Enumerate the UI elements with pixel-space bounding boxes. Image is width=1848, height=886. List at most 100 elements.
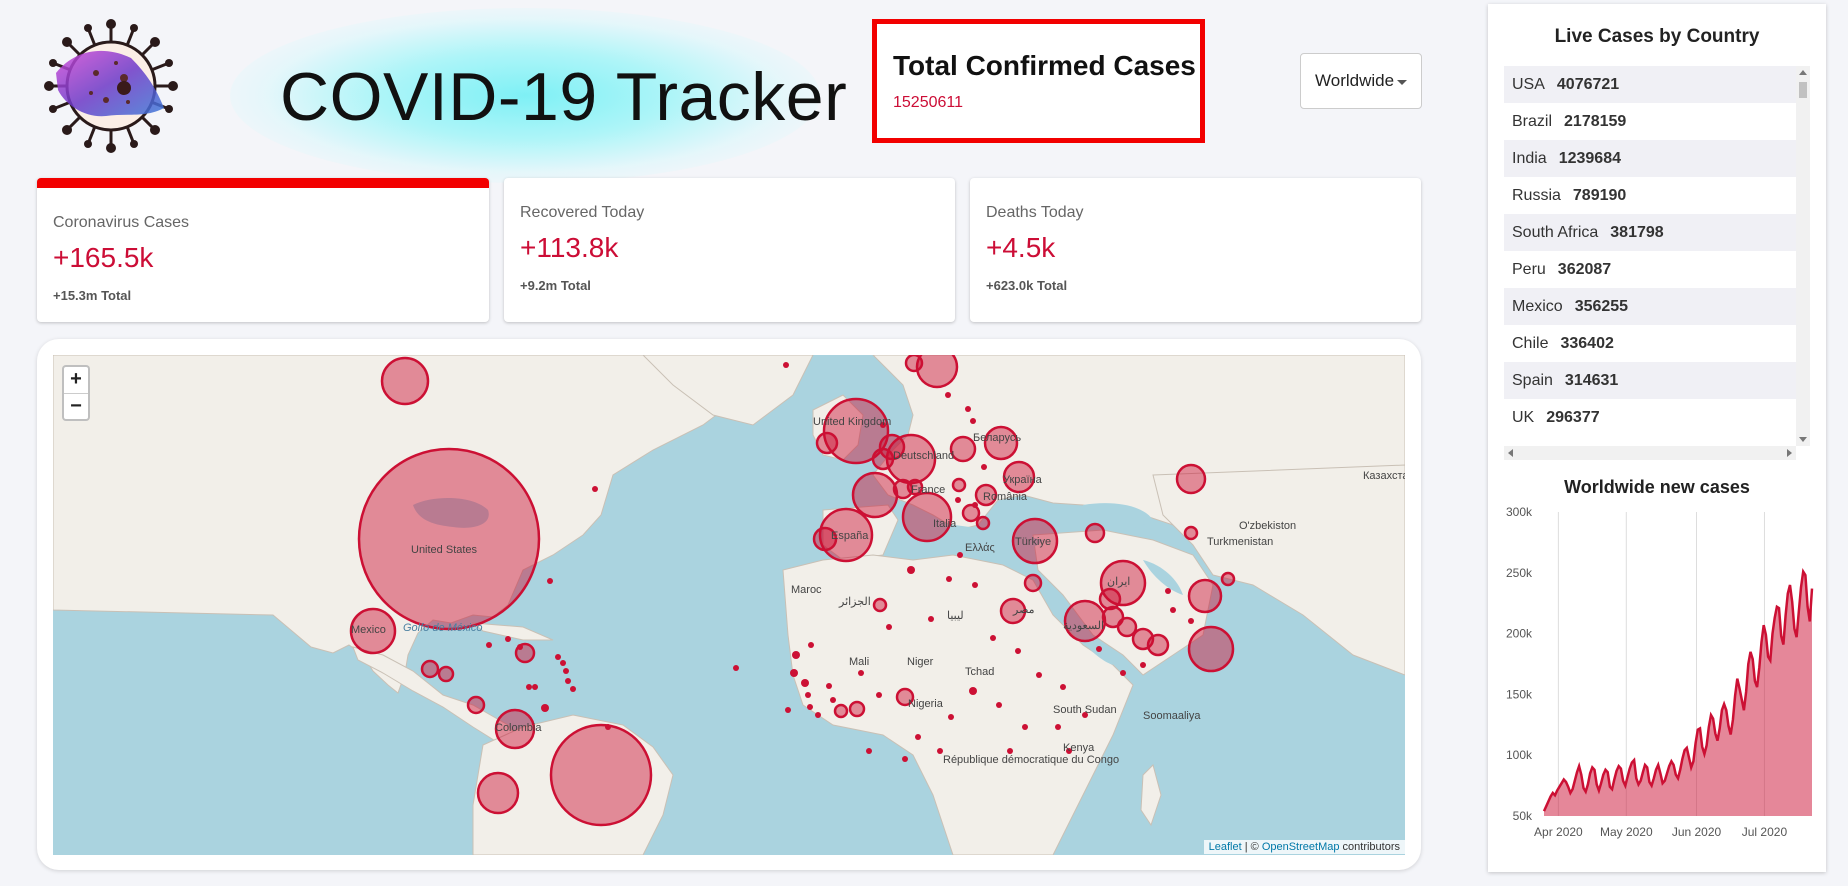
recovered-title: Recovered Today xyxy=(520,204,645,221)
country-name: USA xyxy=(1512,75,1545,93)
country-cases: 789190 xyxy=(1572,186,1627,204)
country-cases: 314631 xyxy=(1564,371,1619,389)
map-attribution: Leaflet | © OpenStreetMap contributors xyxy=(1203,840,1405,854)
map-label: United States xyxy=(411,544,478,556)
country-cases: 296377 xyxy=(1546,408,1600,426)
scroll-up-icon[interactable] xyxy=(1799,70,1807,75)
deaths-title: Deaths Today xyxy=(986,204,1084,221)
table-row: Spain 314631 xyxy=(1504,362,1810,399)
map-label: Mexico xyxy=(351,624,386,636)
new-cases-line xyxy=(1542,567,1814,812)
table-vertical-scrollbar[interactable] xyxy=(1796,66,1810,446)
map-label: Turkmenistan xyxy=(1207,536,1273,548)
country-cases: 336402 xyxy=(1560,334,1614,352)
table-horizontal-scrollbar[interactable] xyxy=(1504,446,1796,460)
total-confirmed-box: Total Confirmed Cases 15250611 xyxy=(872,19,1205,143)
scroll-down-icon[interactable] xyxy=(1799,437,1807,442)
map-label: Türkiye xyxy=(1015,536,1051,548)
country-table[interactable]: USA 4076721 Brazil 2178159 India 1239684 Ru… xyxy=(1504,66,1810,466)
x-tick-label: May 2020 xyxy=(1600,825,1653,839)
table-row: Russia 789190 xyxy=(1504,177,1810,214)
x-tick-label: Apr 2020 xyxy=(1534,825,1583,839)
country-name: Russia xyxy=(1512,186,1561,204)
country-cases: 4076721 xyxy=(1556,75,1620,93)
country-dropdown-value: Worldwide xyxy=(1315,71,1395,90)
total-confirmed-value: 15250611 xyxy=(893,94,963,111)
scroll-thumb[interactable] xyxy=(1799,82,1807,98)
map-label: Niger xyxy=(907,656,934,668)
map-label: Казахстан xyxy=(1363,470,1405,482)
cases-card[interactable]: Coronavirus Cases +165.5k +15.3m Total xyxy=(37,178,489,322)
map-label: Nigeria xyxy=(908,698,944,710)
map-label: Italia xyxy=(933,518,957,530)
scroll-right-icon[interactable] xyxy=(1787,449,1792,457)
x-tick-label: Jul 2020 xyxy=(1742,825,1788,839)
y-tick-label: 150k xyxy=(1506,687,1533,701)
cases-total: +15.3m Total xyxy=(53,288,132,303)
recovered-value: +113.8k xyxy=(520,232,619,263)
recovered-card[interactable]: Recovered Today +113.8k +9.2m Total xyxy=(504,178,955,322)
caret-down-icon xyxy=(1397,80,1407,85)
deaths-total: +623.0k Total xyxy=(986,278,1068,293)
table-row: Peru 362087 xyxy=(1504,251,1810,288)
map-label: South Sudan xyxy=(1053,704,1117,716)
map-label: Colombia xyxy=(495,722,542,734)
map-label: Mali xyxy=(849,656,869,668)
chart-title: Worldwide new cases xyxy=(1564,477,1750,497)
attribution-tail: contributors xyxy=(1339,841,1400,853)
deaths-value: +4.5k xyxy=(986,232,1056,263)
map-label: Maroc xyxy=(791,584,822,596)
deaths-card[interactable]: Deaths Today +4.5k +623.0k Total xyxy=(970,178,1421,322)
country-cases: 1239684 xyxy=(1558,149,1621,167)
cases-value: +165.5k xyxy=(53,242,154,273)
country-dropdown[interactable]: Worldwide xyxy=(1300,53,1422,109)
map-label: Soomaaliya xyxy=(1143,710,1201,722)
map-label: ليبيا xyxy=(947,610,964,622)
map-label: Deutschland xyxy=(893,450,954,462)
case-bubbles[interactable] xyxy=(349,355,1236,827)
table-row: USA 4076721 xyxy=(1504,66,1810,103)
map-label: السعودية xyxy=(1063,620,1104,632)
map-label: ایران xyxy=(1107,576,1130,588)
map-label: United Kingdom xyxy=(813,416,891,428)
map-label: O'zbekiston xyxy=(1239,520,1296,532)
table-row: UK 296377 xyxy=(1504,399,1810,436)
map-label: Golfo de México xyxy=(403,622,482,634)
leaflet-link[interactable]: Leaflet xyxy=(1208,841,1242,853)
zoom-in-button[interactable]: + xyxy=(70,368,82,390)
osm-link[interactable]: OpenStreetMap xyxy=(1261,841,1340,853)
app-title: COVID-19 Tracker xyxy=(280,59,848,135)
country-name: Chile xyxy=(1512,334,1549,352)
country-name: Mexico xyxy=(1512,297,1563,315)
scroll-left-icon[interactable] xyxy=(1508,449,1513,457)
map-label: Kenya xyxy=(1063,742,1095,754)
map-label: Беларусь xyxy=(973,432,1021,444)
world-map[interactable]: United States Mexico Colombia United Kin… xyxy=(53,355,1405,855)
country-cases: 362087 xyxy=(1557,260,1612,278)
map-label: République démocratique du Congo xyxy=(943,754,1119,766)
virus-logo-icon xyxy=(44,19,178,153)
zoom-out-button[interactable]: − xyxy=(64,393,88,419)
map-label: France xyxy=(911,484,945,496)
total-confirmed-title: Total Confirmed Cases xyxy=(893,50,1196,81)
map-label: Tchad xyxy=(965,666,994,678)
country-name: India xyxy=(1512,149,1547,167)
country-cases: 2178159 xyxy=(1564,112,1627,130)
title-glow xyxy=(230,8,820,183)
live-cases-title: Live Cases by Country xyxy=(1554,26,1760,47)
country-cases: 356255 xyxy=(1574,297,1629,315)
map-label: الجزائر xyxy=(838,596,871,608)
y-tick-label: 200k xyxy=(1506,627,1533,641)
table-row: South Africa 381798 xyxy=(1504,214,1810,251)
zoom-control: + − xyxy=(62,365,90,421)
map-label: Ελλάς xyxy=(965,542,995,554)
map-label: Україна xyxy=(1003,474,1043,486)
table-row: Mexico 356255 xyxy=(1504,288,1810,325)
y-tick-label: 100k xyxy=(1506,748,1533,762)
recovered-total: +9.2m Total xyxy=(520,278,591,293)
map-label: România xyxy=(983,491,1028,503)
y-tick-label: 250k xyxy=(1506,566,1533,580)
country-cases: 381798 xyxy=(1610,223,1664,241)
map-canvas: United States Mexico Colombia United Kin… xyxy=(53,355,1405,855)
y-tick-label: 300k xyxy=(1506,505,1533,519)
